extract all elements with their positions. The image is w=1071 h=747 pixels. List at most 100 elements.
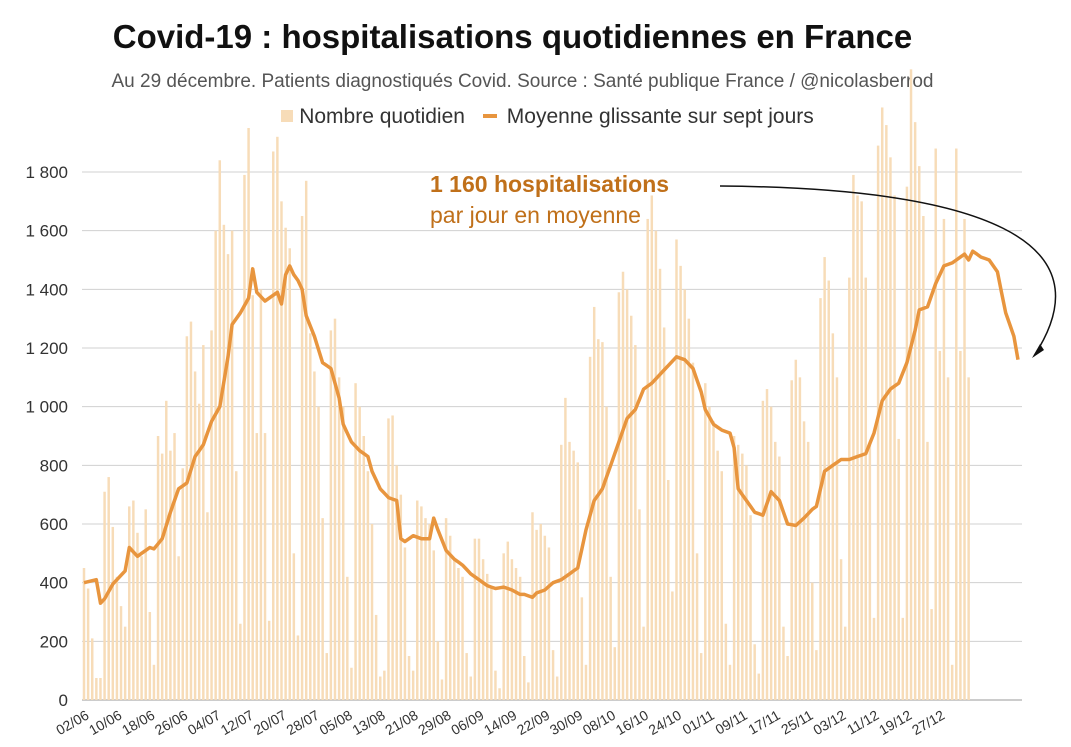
bar bbox=[658, 268, 662, 700]
bar bbox=[905, 186, 909, 700]
x-tick-label: 06/09 bbox=[448, 707, 487, 738]
bar bbox=[197, 403, 201, 700]
x-tick-label: 04/07 bbox=[185, 707, 224, 738]
bar bbox=[736, 444, 740, 700]
bar bbox=[712, 421, 715, 700]
bar bbox=[160, 453, 164, 700]
bar bbox=[123, 626, 127, 700]
bar bbox=[411, 670, 415, 700]
bar bbox=[366, 471, 370, 700]
bar bbox=[642, 626, 645, 700]
bar bbox=[601, 342, 604, 700]
bar bbox=[625, 289, 629, 700]
bar bbox=[416, 500, 419, 700]
bar bbox=[189, 321, 193, 700]
bar bbox=[354, 383, 357, 700]
bar bbox=[165, 400, 168, 700]
bar bbox=[485, 573, 489, 700]
chart-subtitle: Au 29 décembre. Patients diagnostiqués C… bbox=[111, 71, 934, 92]
bar bbox=[469, 676, 473, 700]
bar-series bbox=[82, 69, 970, 701]
bar bbox=[296, 635, 300, 700]
bar bbox=[461, 576, 464, 700]
bar bbox=[119, 606, 123, 700]
bar bbox=[518, 576, 522, 700]
bar bbox=[337, 377, 341, 700]
bar bbox=[144, 509, 147, 700]
bar bbox=[243, 174, 246, 700]
bar bbox=[543, 535, 547, 700]
bar bbox=[86, 588, 90, 700]
bar bbox=[436, 641, 440, 700]
bar bbox=[226, 254, 230, 700]
bar bbox=[967, 377, 970, 700]
bar bbox=[510, 559, 514, 700]
bar bbox=[926, 441, 929, 700]
bar bbox=[901, 617, 905, 700]
x-tick-label: 12/07 bbox=[218, 707, 257, 738]
bar bbox=[749, 515, 752, 700]
line-series bbox=[83, 249, 1020, 605]
bar bbox=[872, 617, 876, 700]
bar bbox=[523, 656, 526, 700]
bar bbox=[790, 380, 793, 700]
bar bbox=[185, 336, 189, 700]
bar bbox=[502, 553, 505, 700]
bar bbox=[169, 450, 172, 700]
x-tick-label: 10/06 bbox=[86, 707, 125, 738]
x-tick-label: 28/07 bbox=[284, 707, 323, 738]
bar bbox=[646, 218, 649, 700]
bar bbox=[708, 406, 711, 700]
bar bbox=[448, 535, 452, 700]
bar bbox=[699, 653, 703, 700]
bar bbox=[309, 333, 312, 700]
bar bbox=[621, 271, 625, 700]
bar bbox=[946, 377, 950, 700]
bar bbox=[288, 248, 291, 700]
bar bbox=[453, 559, 456, 700]
bar bbox=[152, 664, 156, 700]
bar bbox=[909, 69, 913, 701]
bar bbox=[576, 462, 579, 700]
bar bbox=[617, 292, 621, 700]
bar bbox=[444, 518, 448, 700]
bar bbox=[82, 568, 86, 700]
bar bbox=[280, 201, 283, 701]
bar bbox=[732, 436, 736, 700]
bar bbox=[588, 356, 592, 700]
bar bbox=[580, 597, 584, 700]
bar bbox=[210, 330, 213, 700]
bar bbox=[848, 277, 851, 700]
x-tick-label: 24/10 bbox=[646, 707, 685, 738]
bar bbox=[490, 588, 493, 700]
bar bbox=[634, 345, 637, 700]
bar bbox=[889, 157, 892, 701]
bar bbox=[358, 406, 361, 700]
bar bbox=[667, 480, 670, 700]
bar bbox=[539, 524, 542, 700]
bar bbox=[687, 318, 691, 700]
bar bbox=[420, 506, 423, 700]
annotation-arrow-line bbox=[719, 185, 1057, 357]
bar bbox=[638, 509, 641, 700]
bar bbox=[555, 676, 559, 700]
chart-title: Covid-19 : hospitalisations quotidiennes… bbox=[112, 18, 913, 55]
bar bbox=[346, 576, 349, 700]
bar bbox=[440, 679, 444, 700]
bar bbox=[325, 653, 328, 700]
bar bbox=[494, 670, 497, 700]
bar bbox=[922, 216, 925, 700]
annotation-arrow-head bbox=[1032, 344, 1044, 358]
bar bbox=[383, 670, 386, 700]
bar bbox=[428, 524, 431, 700]
bar bbox=[465, 653, 468, 700]
bar bbox=[156, 436, 160, 700]
legend-swatch-bars bbox=[281, 110, 294, 122]
chart-legend: Nombre quotidien Moyenne glissante sur s… bbox=[0, 105, 1071, 129]
bar bbox=[350, 667, 353, 700]
y-tick-label: 200 bbox=[40, 632, 68, 651]
bar bbox=[304, 180, 308, 701]
bar bbox=[473, 538, 477, 700]
bar bbox=[893, 195, 896, 700]
bar bbox=[222, 224, 226, 701]
